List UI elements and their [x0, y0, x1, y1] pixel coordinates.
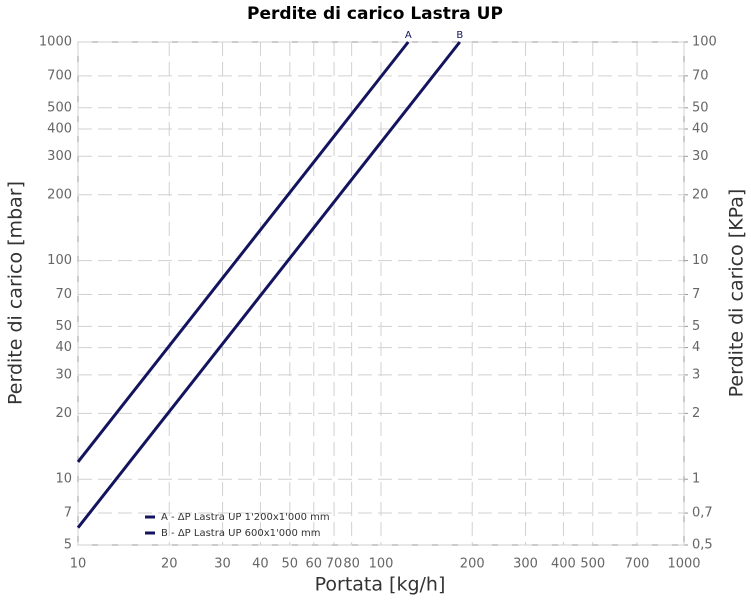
- x-tick-label: 500: [580, 557, 605, 572]
- y2-tick-label: 2: [692, 406, 700, 421]
- x-tick-label: 200: [460, 557, 485, 572]
- x-tick-label: 60: [306, 557, 323, 572]
- y2-tick-label: 70: [692, 68, 709, 83]
- legend-label: A - ΔP Lastra UP 1'200x1'000 mm: [161, 512, 330, 523]
- y-tick-label: 5: [64, 538, 72, 553]
- y2-tick-label: 40: [692, 121, 709, 136]
- y-tick-label: 30: [55, 367, 72, 382]
- y-tick-label: 700: [47, 68, 72, 83]
- series-line: [76, 41, 461, 529]
- y2-tick-label: 50: [692, 100, 709, 115]
- y-tick-label: 400: [47, 121, 72, 136]
- y2-tick-label: 10: [692, 253, 709, 268]
- y2-tick-label: 20: [692, 187, 709, 202]
- y-tick-label: 40: [55, 340, 72, 355]
- y-tick-label: 100: [47, 253, 72, 268]
- x-axis-label: Portata [kg/h]: [315, 574, 446, 596]
- y2-tick-label: 7: [692, 287, 700, 302]
- series-line: [76, 41, 410, 463]
- y-tick-label: 20: [55, 406, 72, 421]
- legend-label: B - ΔP Lastra UP 600x1'000 mm: [161, 528, 321, 539]
- x-tick-label: 400: [551, 557, 576, 572]
- x-tick-label: 80: [343, 557, 360, 572]
- y2-tick-label: 4: [692, 340, 700, 355]
- line-end-label: A: [405, 30, 412, 41]
- x-tick-label: 300: [513, 557, 538, 572]
- y-tick-label: 7: [64, 506, 72, 521]
- y2-axis-label: Perdite di carico [KPa]: [726, 189, 748, 398]
- y2-tick-label: 30: [692, 149, 709, 164]
- x-tick-label: 40: [252, 557, 269, 572]
- x-tick-label: 20: [161, 557, 178, 572]
- x-tick-label: 700: [625, 557, 650, 572]
- y-tick-label: 300: [47, 149, 72, 164]
- y2-tick-label: 5: [692, 319, 700, 334]
- y-tick-label: 70: [55, 287, 72, 302]
- x-tick-label: 50: [282, 557, 299, 572]
- y-tick-label: 500: [47, 100, 72, 115]
- x-tick-label: 30: [214, 557, 231, 572]
- chart-title: Perdite di carico Lastra UP: [247, 4, 503, 24]
- y2-tick-label: 0,7: [692, 506, 713, 521]
- y2-tick-label: 0,5: [692, 538, 713, 553]
- y-tick-label: 1000: [39, 35, 72, 50]
- y2-tick-label: 1: [692, 472, 700, 487]
- x-tick-label: 70: [326, 557, 343, 572]
- y2-tick-label: 3: [692, 367, 700, 382]
- x-tick-label: 10: [70, 557, 87, 572]
- line-end-label: B: [456, 30, 463, 41]
- y-tick-label: 200: [47, 187, 72, 202]
- y-axis-label: Perdite di carico [mbar]: [5, 181, 27, 405]
- x-tick-label: 1000: [667, 557, 700, 572]
- x-tick-label: 100: [369, 557, 394, 572]
- y-tick-label: 10: [55, 472, 72, 487]
- y2-tick-label: 100: [692, 35, 717, 50]
- y-tick-label: 50: [55, 319, 72, 334]
